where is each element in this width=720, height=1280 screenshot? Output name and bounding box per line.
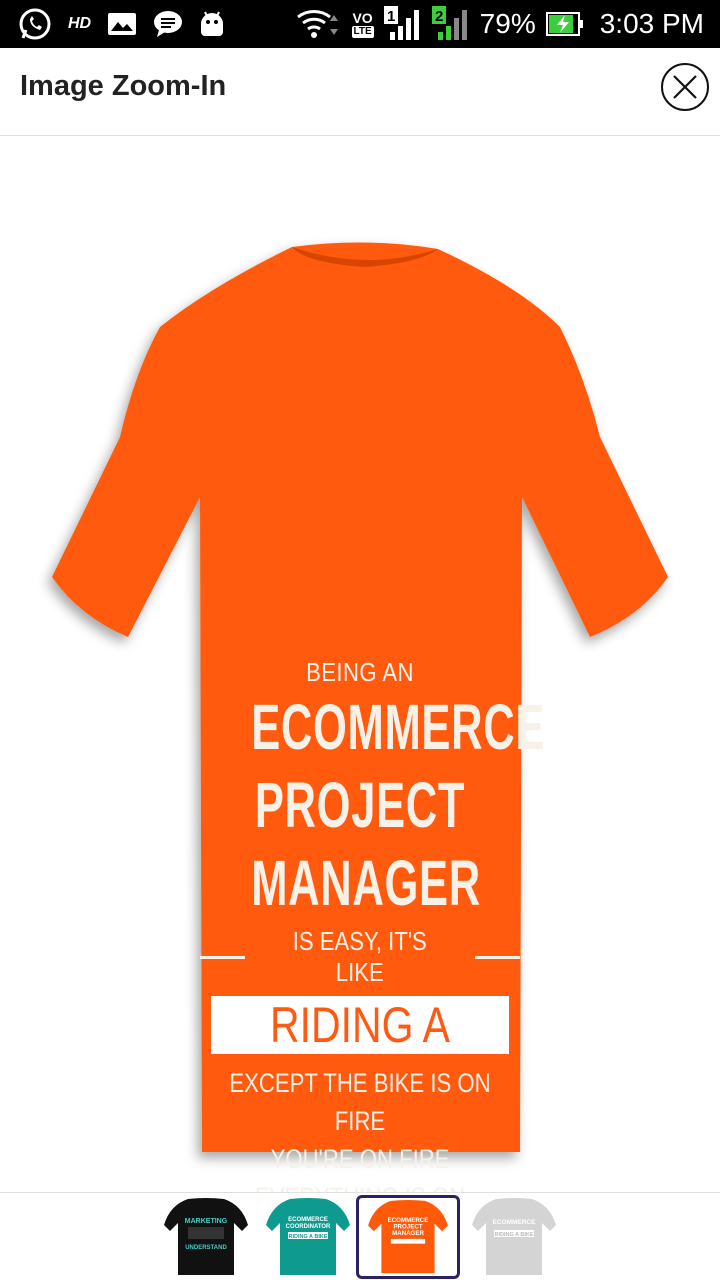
thumb-3-line-2: PROJECT xyxy=(393,1223,422,1230)
thumb-4-line-1: ECOMMERCE xyxy=(493,1219,537,1226)
thumb-1-line-1: MARKETING xyxy=(185,1218,228,1225)
thumb-shirt-4: ECOMMERCE RIDING A BIKE xyxy=(472,1198,556,1275)
thumbnail-3[interactable]: ECOMMERCE PROJECT MANAGER xyxy=(356,1195,460,1279)
hd-icon: HD xyxy=(68,15,92,32)
thumb-2-line-3: RIDING A BIKE xyxy=(288,1234,327,1240)
print-line-7: EXCEPT THE BIKE IS ON FIRE xyxy=(229,1068,491,1136)
signal-sim2-icon: 2 xyxy=(431,6,470,42)
clock: 3:03 PM xyxy=(599,8,704,39)
thumbnail-2[interactable]: ECOMMERCE COORDINATOR RIDING A BIKE xyxy=(256,1195,360,1279)
volte-vo-label: VO xyxy=(352,9,373,26)
thumbnail-4[interactable]: ECOMMERCE RIDING A BIKE xyxy=(462,1195,566,1279)
signal-sim1-icon: 1 xyxy=(383,6,422,42)
print-line-9: EVERYTHING IS ON FIRE xyxy=(229,1178,491,1192)
print-boxed-line: RIDING A BIKE xyxy=(211,996,509,1111)
volte-lte-label: LTE xyxy=(351,25,374,38)
close-button[interactable] xyxy=(661,63,709,111)
thumb-shirt-1: MARKETING UNDERSTAND xyxy=(164,1198,248,1275)
close-icon xyxy=(673,75,697,99)
print-divider: IS EASY, IT'S LIKE xyxy=(200,926,521,988)
print-line-1: BEING AN xyxy=(306,657,414,687)
print-line-4: MANAGER xyxy=(251,847,481,919)
print-line-2: ECOMMERCE xyxy=(251,691,546,763)
gallery-icon xyxy=(107,12,137,36)
image-viewer[interactable]: BEING AN ECOMMERCE PROJECT MANAGER IS EA… xyxy=(0,137,720,1192)
thumb-shirt-2: ECOMMERCE COORDINATOR RIDING A BIKE xyxy=(266,1198,350,1275)
print-tail: EXCEPT THE BIKE IS ON FIRE YOU'RE ON FIR… xyxy=(200,1064,520,1192)
print-line-8: YOU'RE ON FIRE xyxy=(270,1144,450,1174)
android-icon xyxy=(199,10,225,38)
print-line-6: RIDING A BIKE xyxy=(270,997,450,1111)
sim1-label: 1 xyxy=(387,8,395,25)
thumb-3-line-3: MANAGER xyxy=(392,1230,424,1237)
thumb-1-line-2: UNDERSTAND xyxy=(185,1245,227,1251)
whatsapp-icon xyxy=(18,7,52,41)
thumb-2-line-1: ECOMMERCE xyxy=(288,1217,328,1223)
rule-right xyxy=(474,955,521,959)
status-bar: HD xyxy=(0,0,720,48)
print-line-3: PROJECT xyxy=(254,769,466,841)
sim2-label: 2 xyxy=(435,8,443,25)
battery-percent: 79% xyxy=(479,8,536,39)
thumb-2-line-2: COORDINATOR xyxy=(286,1224,331,1230)
header-bar: Image Zoom-In xyxy=(0,48,720,136)
thumbnail-1[interactable]: MARKETING UNDERSTAND xyxy=(154,1195,258,1279)
print-line-5: IS EASY, IT'S LIKE xyxy=(292,926,428,987)
wifi-icon xyxy=(294,7,342,41)
thumb-4-line-2: RIDING A BIKE xyxy=(494,1232,533,1238)
shirt-print: BEING AN ECOMMERCE PROJECT MANAGER IS EA… xyxy=(200,657,546,1192)
message-icon xyxy=(153,10,183,38)
volte-icon: VO LTE xyxy=(351,9,374,38)
thumbnail-strip: MARKETING UNDERSTAND ECOMMERCE COORDINAT… xyxy=(0,1192,720,1280)
battery-charging-icon xyxy=(545,11,584,37)
rule-left xyxy=(200,955,246,959)
thumb-shirt-3: ECOMMERCE PROJECT MANAGER xyxy=(368,1199,448,1274)
page-title: Image Zoom-In xyxy=(20,70,227,102)
thumb-3-line-1: ECOMMERCE xyxy=(388,1217,429,1224)
tshirt-image xyxy=(52,242,668,1153)
